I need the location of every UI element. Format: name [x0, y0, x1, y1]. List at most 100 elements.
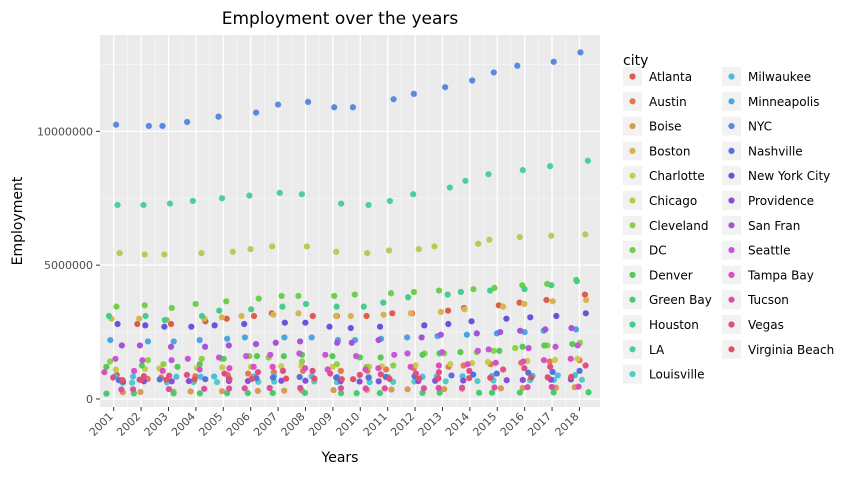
- legend-label: New York City: [748, 169, 830, 183]
- data-point: [337, 385, 345, 392]
- data-point: [138, 362, 146, 369]
- data-point: [338, 200, 345, 207]
- data-point: [385, 247, 393, 254]
- data-point: [568, 373, 575, 381]
- data-point: [420, 385, 428, 392]
- data-point: [198, 250, 205, 257]
- data-point: [410, 90, 417, 97]
- legend-label: Milwaukee: [748, 70, 811, 84]
- data-point: [568, 324, 575, 332]
- data-point: [567, 355, 574, 362]
- data-point: [250, 363, 257, 370]
- data-point: [331, 104, 338, 111]
- data-point: [376, 323, 384, 330]
- data-point: [185, 377, 192, 385]
- data-point: [462, 177, 469, 184]
- data-point: [458, 384, 466, 391]
- data-point: [337, 367, 345, 374]
- data-point: [492, 359, 499, 366]
- data-point: [585, 389, 592, 396]
- data-point: [274, 101, 282, 108]
- data-point: [101, 369, 108, 376]
- grid-minor-lines: [100, 35, 600, 407]
- data-point: [375, 336, 382, 344]
- data-point: [362, 366, 369, 373]
- data-point: [407, 363, 414, 370]
- data-point: [388, 386, 395, 393]
- data-point: [161, 251, 168, 258]
- data-point: [490, 347, 497, 354]
- data-point: [469, 77, 476, 84]
- data-point: [380, 311, 387, 318]
- data-point: [547, 363, 554, 370]
- legend-title: city: [623, 53, 648, 69]
- data-point: [302, 377, 309, 384]
- data-point: [137, 376, 144, 384]
- legend-marker: [629, 98, 636, 105]
- data-point: [520, 358, 527, 365]
- data-point: [187, 388, 194, 395]
- data-point: [167, 320, 175, 328]
- legend-label: Seattle: [748, 244, 790, 258]
- data-point: [444, 291, 451, 298]
- data-point: [485, 171, 492, 178]
- data-point: [226, 365, 233, 372]
- data-point: [486, 236, 493, 243]
- data-point: [322, 351, 329, 358]
- data-point: [252, 341, 260, 348]
- data-point: [161, 316, 168, 324]
- data-point: [269, 363, 276, 370]
- data-point: [503, 315, 510, 322]
- data-point: [266, 384, 273, 392]
- data-point: [521, 300, 528, 308]
- data-point: [295, 292, 302, 300]
- data-point: [412, 362, 419, 369]
- data-point: [243, 353, 250, 360]
- data-point: [548, 282, 555, 289]
- data-point: [302, 300, 310, 308]
- data-point: [241, 385, 248, 392]
- data-point: [224, 335, 231, 342]
- data-point: [418, 334, 425, 341]
- data-point: [276, 189, 283, 196]
- data-point: [548, 232, 555, 239]
- chart-title: Employment over the years: [222, 9, 459, 29]
- data-point: [296, 373, 303, 381]
- x-tick-label: 2010: [333, 410, 362, 439]
- data-point: [332, 312, 340, 320]
- data-point: [381, 385, 388, 392]
- data-point: [435, 362, 442, 369]
- data-point: [144, 357, 152, 364]
- data-point: [334, 339, 341, 346]
- data-point: [184, 118, 191, 126]
- data-point: [554, 372, 561, 379]
- data-point: [519, 384, 526, 392]
- data-point: [168, 357, 175, 364]
- data-point: [415, 246, 422, 253]
- x-tick-label: 2009: [306, 410, 335, 439]
- data-point: [549, 368, 556, 376]
- data-point: [445, 320, 452, 328]
- data-point: [114, 320, 121, 328]
- data-point: [105, 312, 113, 320]
- data-point: [553, 312, 560, 320]
- legend-marker: [728, 147, 735, 154]
- data-point: [390, 362, 397, 369]
- data-point: [174, 363, 181, 370]
- legend-label: Cleveland: [649, 219, 709, 233]
- data-point: [302, 365, 309, 372]
- data-point: [247, 246, 254, 253]
- data-point: [226, 376, 233, 383]
- data-point: [269, 374, 277, 381]
- data-point: [349, 104, 356, 111]
- data-point: [281, 334, 288, 341]
- legend-label: Louisville: [649, 368, 705, 382]
- data-point: [333, 303, 340, 310]
- data-point: [362, 385, 369, 392]
- data-point: [163, 376, 170, 383]
- data-point: [159, 122, 166, 130]
- legend-marker: [728, 321, 735, 328]
- data-point: [279, 303, 286, 310]
- legend-marker: [629, 222, 636, 229]
- data-point: [516, 299, 523, 306]
